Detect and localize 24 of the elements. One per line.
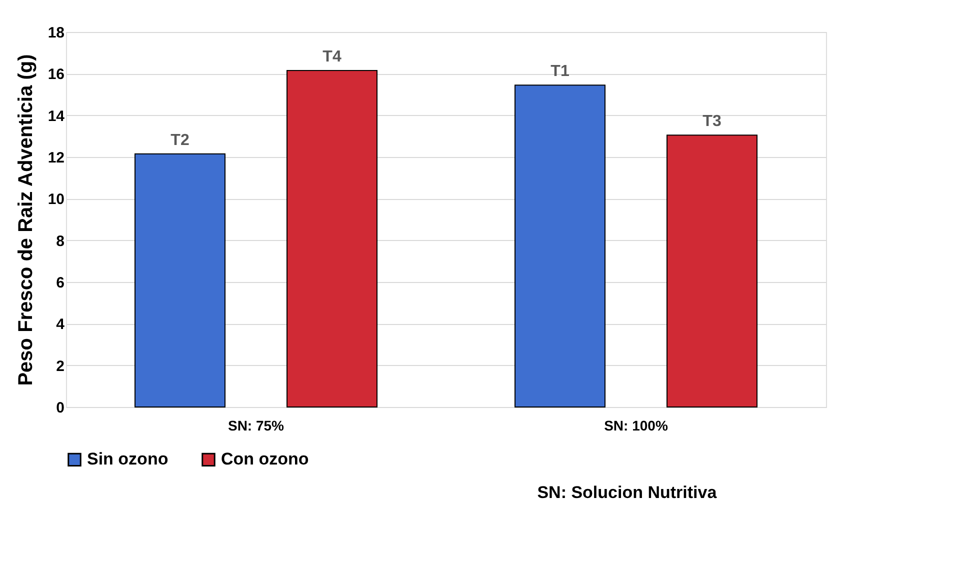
y-axis-title: Peso Fresco de Raiz Adventicia (g) (14, 54, 37, 386)
y-tick-label: 4 (56, 316, 66, 334)
y-tick-label: 10 (48, 191, 64, 208)
bar (134, 153, 226, 408)
x-tick-label: SN: 75% (228, 418, 285, 434)
y-tick-label: 0 (56, 400, 64, 416)
data-label: T2 (170, 132, 190, 149)
y-tick-label: 12 (48, 150, 64, 166)
data-label: T4 (322, 48, 342, 66)
y-tick-label: 2 (56, 358, 64, 375)
legend-label: Con ozono (221, 450, 309, 469)
y-tick-label: 8 (56, 232, 64, 250)
y-tick-label: 6 (56, 274, 64, 292)
text: SN: Solucion Nutritiva (537, 483, 718, 502)
data-label: T1 (550, 63, 570, 80)
data-label: T3 (702, 113, 722, 130)
y-tick-label: 18 (48, 24, 64, 42)
y-tick-label: 14 (48, 108, 66, 125)
bar (286, 70, 378, 408)
bar (514, 84, 606, 408)
y-tick-label: 16 (48, 66, 64, 84)
bar (666, 134, 758, 408)
legend-label: Sin ozono (87, 450, 168, 469)
x-tick-label: SN: 100% (604, 418, 668, 434)
